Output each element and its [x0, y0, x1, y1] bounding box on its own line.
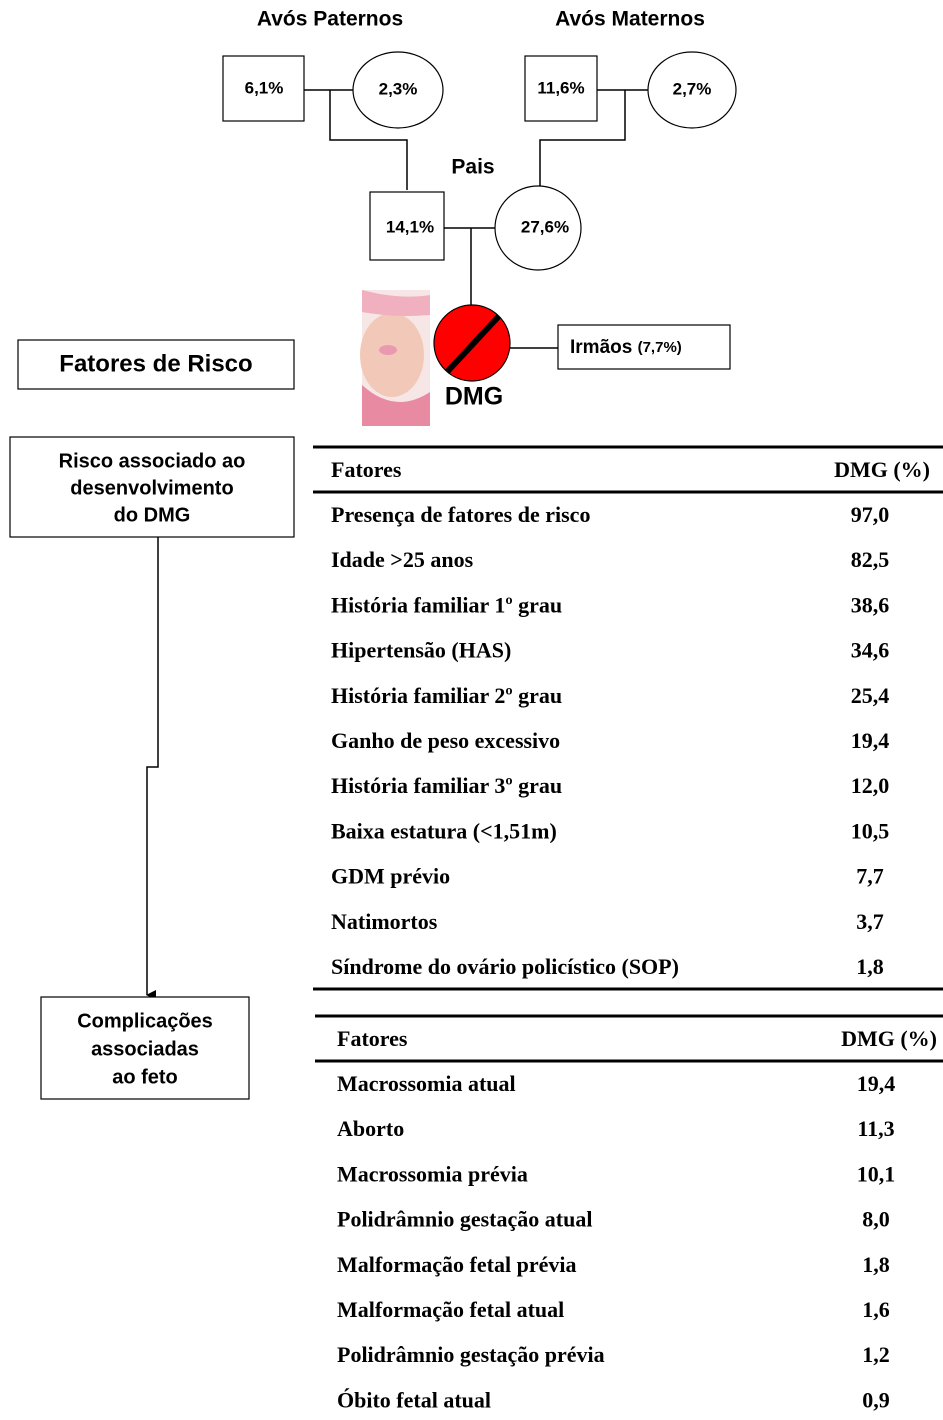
table-cell: 1,6	[862, 1297, 890, 1322]
table-cell: 3,7	[856, 909, 884, 934]
box-line: associadas	[91, 1038, 199, 1060]
table-cell: Aborto	[337, 1116, 404, 1141]
male-node	[222, 55, 305, 122]
flow: Fatores de Risco Risco associado ao dese…	[9, 339, 295, 1100]
table-cell: 19,4	[851, 728, 890, 753]
node-label: 6,1%	[245, 78, 284, 97]
table-cell: Macrossomia atual	[337, 1071, 516, 1096]
pedigree: Avós Paternos Avós Maternos 6,1% 2,3% 11…	[222, 8, 737, 426]
table-cell: História familiar 3º grau	[331, 773, 562, 798]
table-cell: 25,4	[851, 683, 890, 708]
table-cell: Óbito fetal atual	[337, 1387, 491, 1412]
table-cell: 1,8	[856, 954, 884, 979]
table-cell: 19,4	[857, 1071, 896, 1096]
parents-label: Pais	[451, 156, 494, 179]
proband-label: DMG	[445, 383, 503, 411]
siblings-label: Irmãos (7,7%)	[570, 337, 682, 358]
table-cell: Malformação fetal atual	[337, 1297, 564, 1322]
tables: Fatores DMG (%) Presença de fatores de ris…	[313, 445, 943, 1412]
table-cell: Natimortos	[331, 909, 438, 934]
box-line: Risco associado ao	[59, 450, 246, 472]
table-cell: Presença de fatores de risco	[331, 502, 590, 527]
node-label: 2,3%	[379, 79, 418, 98]
table-cell: História familiar 2º grau	[331, 683, 562, 708]
risk-factors-label: Fatores de Risco	[59, 350, 252, 377]
arrow	[146, 537, 159, 1000]
box-line: desenvolvimento	[70, 477, 233, 499]
pregnancy-image	[360, 290, 430, 426]
table-cell: 97,0	[851, 502, 890, 527]
table-cell: 38,6	[851, 592, 890, 617]
female-node	[494, 185, 582, 271]
male-node	[369, 191, 445, 261]
maternal-label: Avós Maternos	[555, 8, 705, 31]
table-cell: Polidrâmnio gestação prévia	[337, 1342, 605, 1367]
table-cell: História familiar 1º grau	[331, 592, 562, 617]
table-cell: 0,9	[862, 1387, 890, 1412]
node-label: 2,7%	[673, 79, 712, 98]
table-cell: 8,0	[862, 1207, 890, 1232]
table-cell: 11,3	[857, 1116, 894, 1141]
male-node	[524, 55, 598, 122]
node-label: 14,1%	[386, 217, 434, 236]
box-line: do DMG	[114, 504, 191, 526]
paternal-label: Avós Paternos	[257, 8, 403, 31]
node-label: 27,6%	[521, 217, 569, 236]
table-cell: Síndrome do ovário policístico (SOP)	[331, 954, 679, 979]
table-cell: Hipertensão (HAS)	[331, 638, 511, 663]
table-cell: 34,6	[851, 638, 890, 663]
table-cell: Idade >25 anos	[331, 547, 474, 572]
table-cell: 82,5	[851, 547, 890, 572]
table-cell: 1,8	[862, 1252, 890, 1277]
siblings-text: Irmãos	[570, 337, 632, 358]
table-cell: Polidrâmnio gestação atual	[337, 1207, 592, 1232]
connector	[304, 89, 408, 190]
table-header: DMG (%)	[841, 1026, 937, 1051]
table-header: Fatores	[331, 457, 402, 482]
siblings-value: (7,7%)	[638, 339, 682, 356]
box-line: ao feto	[112, 1066, 178, 1088]
female-node	[647, 51, 737, 129]
table-cell: 10,5	[851, 818, 890, 843]
table-cell: 7,7	[856, 864, 884, 889]
table-cell: 12,0	[851, 773, 890, 798]
siblings-box	[557, 324, 731, 370]
table-cell: 1,2	[862, 1342, 890, 1367]
table-cell: 10,1	[857, 1161, 896, 1186]
female-node	[352, 51, 444, 129]
table-cell: Macrossomia prévia	[337, 1161, 528, 1186]
connector	[444, 227, 495, 306]
table-header: DMG (%)	[834, 457, 930, 482]
connector	[539, 89, 648, 190]
table-cell: Baixa estatura (<1,51m)	[331, 818, 557, 843]
fetal-complications-box	[40, 996, 250, 1100]
table-cell: GDM prévio	[331, 864, 450, 889]
risk-factors-box	[17, 339, 295, 390]
table-cell: Ganho de peso excessivo	[331, 728, 560, 753]
proband-slash	[444, 313, 502, 375]
node-label: 11,6%	[537, 78, 584, 97]
risk-development-box	[9, 436, 295, 538]
table-cell: Malformação fetal prévia	[337, 1252, 576, 1277]
table-header: Fatores	[337, 1026, 408, 1051]
box-line: Complicações	[77, 1010, 213, 1032]
